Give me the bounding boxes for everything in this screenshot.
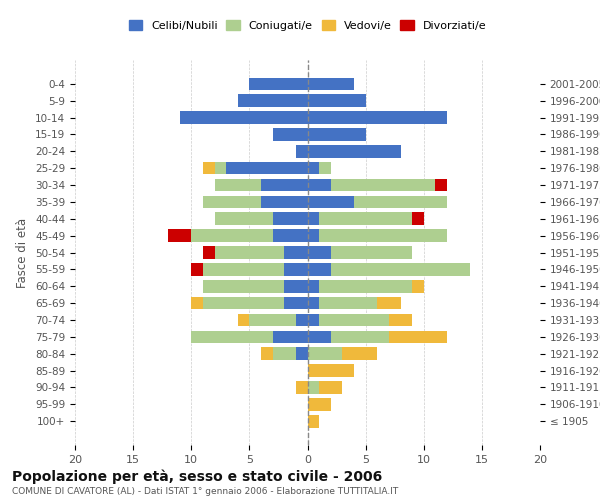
Bar	[331, 330, 389, 343]
Bar	[343, 348, 377, 360]
Bar	[238, 314, 250, 326]
Bar	[308, 212, 319, 225]
Bar	[308, 280, 319, 292]
Bar	[331, 178, 436, 192]
Bar	[272, 212, 308, 225]
Bar	[308, 314, 319, 326]
Bar	[389, 314, 412, 326]
Bar	[354, 196, 447, 208]
Bar	[308, 230, 319, 242]
Bar	[261, 178, 308, 192]
Bar	[308, 178, 331, 192]
Bar	[308, 415, 319, 428]
Bar	[215, 246, 284, 259]
Bar	[296, 348, 308, 360]
Bar	[215, 212, 272, 225]
Y-axis label: Fasce di età: Fasce di età	[16, 218, 29, 288]
Bar	[308, 246, 331, 259]
Bar	[203, 280, 284, 292]
Bar	[284, 263, 308, 276]
Bar	[436, 178, 447, 192]
Bar	[331, 246, 412, 259]
Bar	[203, 246, 215, 259]
Bar	[319, 212, 412, 225]
Bar	[238, 94, 308, 107]
Bar	[284, 297, 308, 310]
Bar	[308, 162, 319, 174]
Bar	[272, 348, 296, 360]
Bar	[308, 78, 354, 90]
Bar	[308, 94, 365, 107]
Bar	[203, 263, 284, 276]
Bar	[215, 162, 226, 174]
Bar	[272, 128, 308, 141]
Bar	[296, 381, 308, 394]
Bar	[203, 196, 261, 208]
Bar	[215, 178, 261, 192]
Bar	[261, 348, 272, 360]
Bar	[250, 314, 296, 326]
Bar	[308, 297, 319, 310]
Bar	[272, 230, 308, 242]
Text: Popolazione per età, sesso e stato civile - 2006: Popolazione per età, sesso e stato civil…	[12, 470, 382, 484]
Bar	[284, 280, 308, 292]
Bar	[308, 364, 354, 377]
Bar	[191, 297, 203, 310]
Bar	[296, 145, 308, 158]
Bar	[168, 230, 191, 242]
Bar	[308, 145, 401, 158]
Bar	[250, 78, 308, 90]
Bar	[308, 263, 331, 276]
Bar	[319, 297, 377, 310]
Bar	[319, 314, 389, 326]
Bar	[331, 263, 470, 276]
Bar	[261, 196, 308, 208]
Bar	[389, 330, 447, 343]
Bar	[308, 196, 354, 208]
Text: COMUNE DI CAVATORE (AL) - Dati ISTAT 1° gennaio 2006 - Elaborazione TUTTITALIA.I: COMUNE DI CAVATORE (AL) - Dati ISTAT 1° …	[12, 488, 398, 496]
Bar	[412, 280, 424, 292]
Bar	[203, 162, 215, 174]
Bar	[319, 162, 331, 174]
Bar	[308, 398, 331, 410]
Bar	[308, 330, 331, 343]
Bar	[319, 381, 343, 394]
Bar	[284, 246, 308, 259]
Bar	[226, 162, 308, 174]
Bar	[191, 330, 272, 343]
Bar	[308, 348, 343, 360]
Bar	[319, 230, 447, 242]
Bar	[272, 330, 308, 343]
Bar	[308, 111, 447, 124]
Bar	[296, 314, 308, 326]
Bar	[179, 111, 308, 124]
Bar	[308, 128, 365, 141]
Bar	[191, 230, 272, 242]
Bar	[377, 297, 401, 310]
Bar	[191, 263, 203, 276]
Bar	[203, 297, 284, 310]
Legend: Celibi/Nubili, Coniugati/e, Vedovi/e, Divorziati/e: Celibi/Nubili, Coniugati/e, Vedovi/e, Di…	[124, 16, 491, 35]
Bar	[412, 212, 424, 225]
Bar	[308, 381, 319, 394]
Bar	[319, 280, 412, 292]
